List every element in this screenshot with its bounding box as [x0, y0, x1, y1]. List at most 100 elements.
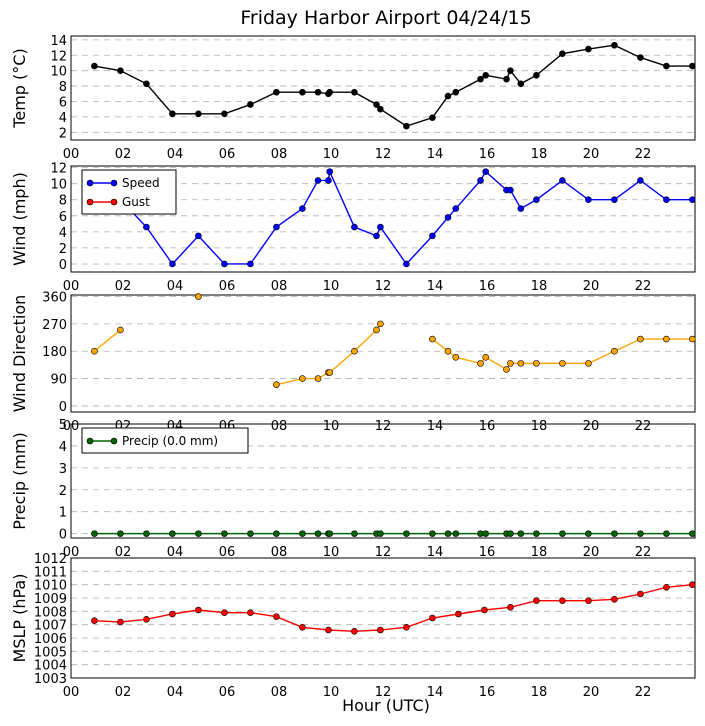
precip-xtick-label: 20: [583, 545, 600, 560]
temp-data-point: [482, 71, 490, 79]
temp-y-axis-label: Temp (°C): [10, 48, 29, 128]
precip-xtick-label: 18: [531, 545, 548, 560]
mslp-xtick-label: 12: [375, 685, 392, 700]
wind-data-point: [195, 232, 202, 240]
precip-xtick-label: 10: [323, 545, 340, 560]
mslp-xtick-label: 06: [219, 685, 236, 700]
direction-data-point: [611, 347, 618, 355]
wind-data-point: [247, 260, 254, 268]
temp-data-point: [195, 110, 202, 118]
temp-data-point: [689, 62, 695, 70]
mslp-data-point: [663, 584, 670, 591]
wind-ytick-label: 4: [59, 226, 67, 241]
wind-legend-marker: [86, 179, 94, 187]
precip-data-point: [507, 530, 514, 537]
temp-data-point: [637, 54, 644, 61]
mslp-xtick-label: 02: [115, 685, 132, 700]
direction-data-point: [377, 320, 384, 328]
temp-xtick-label: 12: [375, 147, 392, 162]
mslp-data-point: [481, 606, 488, 614]
direction-data-point: [663, 335, 670, 343]
temp-data-point: [663, 62, 670, 70]
wind-xtick-label: 10: [323, 279, 340, 294]
temp-axes-frame: [70, 35, 696, 141]
temp-xtick-label: 10: [323, 147, 340, 162]
temp-xtick-label: 04: [167, 147, 184, 162]
mslp-data-point: [273, 613, 280, 620]
temp-ytick-label: 14: [50, 34, 67, 49]
precip-ytick-label: 5: [59, 418, 67, 433]
precip-xtick-label: 08: [271, 545, 288, 560]
precip-data-point: [247, 530, 254, 537]
mslp-data-point: [377, 626, 384, 634]
wind-legend-marker: [110, 198, 118, 206]
chart-title: Friday Harbor Airport 04/24/15: [240, 7, 531, 29]
temp-xtick-label: 08: [271, 147, 288, 162]
precip-data-point: [611, 530, 618, 537]
direction-data-point: [444, 347, 452, 355]
temp-data-point: [403, 122, 410, 130]
mslp-ytick-label: 1008: [34, 605, 67, 620]
mslp-ytick-label: 1005: [34, 645, 67, 660]
wind-legend-marker: [110, 179, 118, 187]
wind-data-point: [452, 205, 460, 212]
direction-xtick-label: 16: [479, 419, 496, 434]
temp-series-group: [91, 41, 695, 130]
mslp-data-point: [403, 624, 410, 631]
precip-data-point: [169, 530, 176, 537]
mslp-ytick-label: 1006: [34, 632, 67, 647]
mslp-data-point: [221, 609, 228, 616]
precip-data-point: [452, 530, 460, 537]
temp-data-point: [143, 80, 150, 88]
precip-data-point: [143, 530, 150, 537]
precip-data-point: [326, 530, 334, 537]
direction-data-point: [351, 347, 358, 355]
mslp-data-point: [195, 606, 202, 614]
mslp-ytick-label: 1011: [34, 565, 67, 580]
mslp-ytick-label: 1003: [34, 672, 67, 687]
precip-legend: Precip (0.0 mm): [81, 427, 249, 454]
temp-data-point: [429, 114, 436, 121]
mslp-xtick-label: 04: [167, 685, 184, 700]
wind-series-line: [94, 169, 693, 266]
precip-xtick-label: 02: [115, 545, 132, 560]
wind-data-point: [663, 196, 670, 204]
precip-legend-marker: [86, 437, 94, 445]
precip-data-point: [91, 530, 98, 537]
direction-xtick-label: 12: [375, 419, 392, 434]
wind-data-point: [221, 260, 228, 268]
temp-xtick-label: 18: [531, 147, 548, 162]
precip-data-point: [195, 530, 202, 537]
mslp-data-point: [429, 614, 436, 622]
wind-xtick-label: 20: [583, 279, 600, 294]
direction-data-point: [482, 353, 490, 361]
mslp-xtick-label: 22: [635, 685, 652, 700]
mslp-data-point: [91, 617, 98, 624]
precip-data-point: [517, 530, 525, 537]
precip-data-point: [482, 530, 490, 537]
mslp-data-point: [689, 581, 695, 588]
temp-data-point: [314, 88, 322, 96]
temp-ytick-label: 6: [59, 95, 67, 110]
direction-xtick-label: 18: [531, 419, 548, 434]
wind-xtick-label: 16: [479, 279, 496, 294]
precip-xtick-label: 06: [219, 545, 236, 560]
wind-series-group: [91, 168, 695, 268]
mslp-axes-frame: [70, 557, 696, 679]
precip-data-point: [117, 530, 124, 537]
mslp-xtick-label: 00: [63, 685, 80, 700]
wind-data-point: [559, 177, 566, 184]
precip-data-point: [403, 530, 410, 537]
temp-ytick-label: 12: [50, 49, 67, 64]
wind-y-axis-label: Wind (mph): [10, 172, 29, 266]
wind-data-point: [444, 214, 452, 221]
mslp-data-point: [637, 590, 644, 598]
temp-data-point: [377, 105, 384, 113]
temp-data-point: [91, 62, 98, 70]
wind-data-point: [373, 232, 380, 240]
temp-data-point: [477, 75, 484, 83]
